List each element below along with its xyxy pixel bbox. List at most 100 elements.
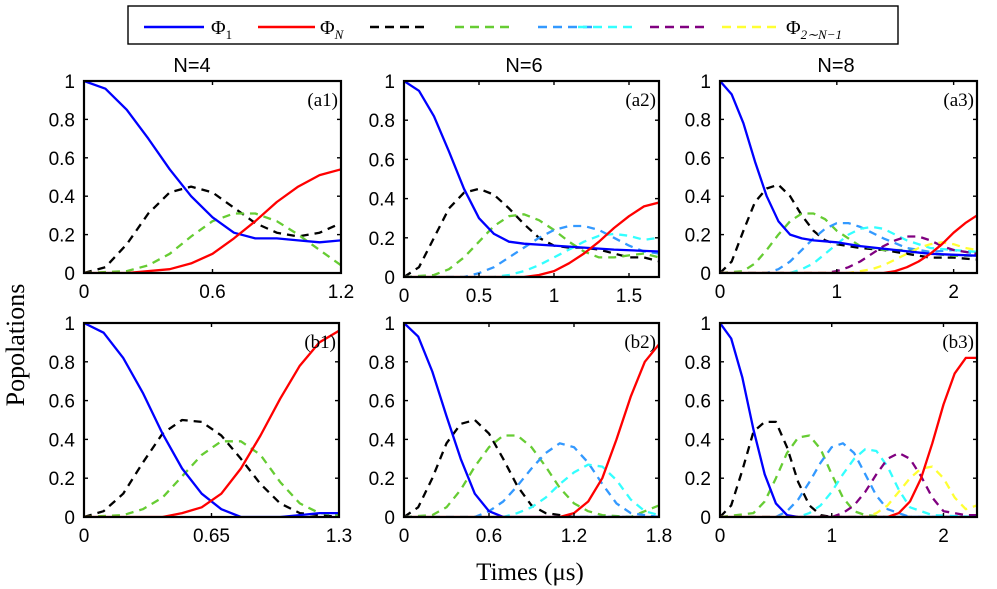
x-tick-label: 2 — [948, 282, 959, 303]
y-tick-label: 0.2 — [369, 229, 395, 250]
y-tick-label: 0.4 — [685, 187, 712, 208]
series-line-b3-8 — [720, 465, 977, 517]
series-line-b2-1 — [404, 323, 659, 517]
y-tick-label: 0.6 — [685, 149, 711, 170]
y-tick-label: 0.8 — [49, 110, 75, 131]
x-axis-label: Times (μs) — [476, 559, 584, 586]
y-tick-label: 0.2 — [49, 226, 75, 247]
series-line-b3-3 — [720, 420, 977, 517]
x-tick-label: 1 — [549, 286, 560, 307]
y-tick-label: 0 — [384, 268, 395, 289]
panel-b1: 0 0.2 0.4 0.6 0.8 1 0 0.65 1.3 (b1) — [49, 314, 353, 547]
y-tick-label: 0.8 — [369, 353, 395, 374]
y-tick-label: 1 — [700, 72, 711, 93]
panel-a1: 0 0.2 0.4 0.6 0.8 1 0 0.6 1.2 (a1) N=4 — [49, 55, 355, 303]
legend-label-phiN: ΦN — [320, 17, 345, 42]
panel-label-a2: (a2) — [625, 90, 656, 111]
y-tick-label: 0.8 — [685, 353, 711, 374]
series-group-a2 — [404, 81, 659, 277]
y-tick-label: 0.8 — [49, 353, 75, 374]
series-line-a1-3 — [84, 185, 341, 273]
x-tick-label: 0.65 — [193, 526, 230, 547]
y-tick-label: 0.2 — [685, 226, 711, 247]
x-tick-label: 1.3 — [326, 526, 352, 547]
panel-label-b3: (b3) — [942, 332, 974, 353]
axes-box-a2 — [402, 79, 661, 279]
y-tick-label: 1 — [384, 314, 395, 335]
panel-a2: 0 0.2 0.4 0.6 0.8 1 0 0.5 1 1.5 (a2) N=6 — [369, 55, 661, 307]
series-group-a3 — [720, 81, 977, 273]
legend-box — [127, 5, 899, 45]
y-tick-label: 0.6 — [369, 150, 395, 171]
y-tick-label: 0 — [700, 264, 711, 285]
y-tick-label: 0.8 — [685, 110, 711, 131]
axes-box-b1 — [82, 321, 341, 519]
legend-label-phiN-sub: N — [334, 27, 345, 42]
legend-label-mid-sub: 2∼N−1 — [801, 27, 842, 42]
panel-title-a2: N=6 — [505, 55, 542, 77]
y-tick-label: 0.6 — [49, 392, 75, 413]
series-line-a1-4 — [84, 212, 341, 273]
x-tick-label: 0 — [399, 526, 410, 547]
x-tick-label: 0.5 — [466, 286, 492, 307]
y-tick-label: 0.4 — [369, 190, 396, 211]
x-tick-label: 1 — [832, 282, 843, 303]
legend-label-phi1: Φ1 — [211, 17, 232, 42]
series-line-b3-5 — [720, 442, 977, 517]
series-line-b3-1 — [720, 323, 977, 517]
legend-label-mid-main: Φ — [786, 17, 801, 39]
panels: 00.20.40.60.810 0.6 1.2(a1)N=400.20.40.60.… — [49, 55, 979, 547]
series-line-a3-4 — [720, 212, 977, 273]
panel-label-b1: (b1) — [304, 332, 336, 353]
x-tick-label: 1.2 — [328, 282, 354, 303]
panel-b2: 0 0.2 0.4 0.6 0.8 1 0 0.6 1.2 1.8 (b2) — [369, 314, 673, 547]
series-line-a1-2 — [84, 168, 341, 273]
x-tick-label: 0 — [715, 526, 726, 547]
y-tick-label: 0.4 — [49, 430, 76, 451]
panel-b3: 0 0.2 0.4 0.6 0.8 1 0 1 2 (b3) — [685, 314, 979, 547]
y-tick-label: 0.2 — [685, 469, 711, 490]
series-line-a2-2 — [404, 201, 659, 277]
series-line-a2-3 — [404, 187, 659, 277]
x-tick-label: 0.6 — [476, 526, 502, 547]
series-line-a2-4 — [404, 213, 659, 277]
x-tick-label: 0 — [79, 526, 90, 547]
legend-label-phi1-main: Φ — [211, 17, 226, 39]
y-tick-label: 0.4 — [685, 430, 712, 451]
series-line-b1-4 — [84, 440, 339, 517]
series-line-b2-4 — [404, 434, 659, 517]
series-line-b1-2 — [84, 329, 339, 517]
series-line-a1-1 — [84, 81, 341, 244]
series-line-a3-6 — [720, 225, 977, 273]
panel-a3: 0 0.2 0.4 0.6 0.8 1 0 1 2 (a3) N=8 — [685, 55, 979, 303]
x-axis-label-text: Times (μs) — [476, 559, 584, 586]
y-tick-label: 0.6 — [49, 149, 75, 170]
axes-box-b3 — [718, 321, 979, 519]
axes-box-a3 — [718, 79, 979, 275]
series-line-b2-6 — [404, 463, 659, 517]
series-line-b1-1 — [84, 323, 339, 517]
x-tick-label: 1.8 — [646, 526, 672, 547]
series-line-b3-7 — [720, 451, 977, 517]
panel-title-a1: N=4 — [173, 55, 210, 77]
x-tick-label: 0 — [79, 282, 90, 303]
y-tick-label: 0.4 — [49, 187, 76, 208]
y-tick-label: 0.6 — [685, 392, 711, 413]
y-axis-label: Popolations — [1, 284, 30, 407]
series-line-b2-5 — [404, 442, 659, 517]
series-line-b3-2 — [720, 356, 977, 517]
x-tick-label: 1 — [826, 526, 837, 547]
series-group-b1 — [84, 323, 339, 517]
x-tick-label: 0 — [399, 286, 410, 307]
legend-label-phi1-sub: 1 — [226, 27, 233, 42]
panel-label-a3: (a3) — [943, 90, 974, 111]
axes-box-b2 — [402, 321, 661, 519]
legend-label-phiN-main: Φ — [320, 17, 335, 39]
series-line-a3-5 — [720, 221, 977, 273]
y-tick-label: 0.2 — [369, 469, 395, 490]
series-line-b3-6 — [720, 447, 977, 517]
y-tick-label: 0 — [64, 264, 75, 285]
series-line-a3-1 — [720, 81, 977, 257]
series-group-b3 — [720, 323, 977, 517]
